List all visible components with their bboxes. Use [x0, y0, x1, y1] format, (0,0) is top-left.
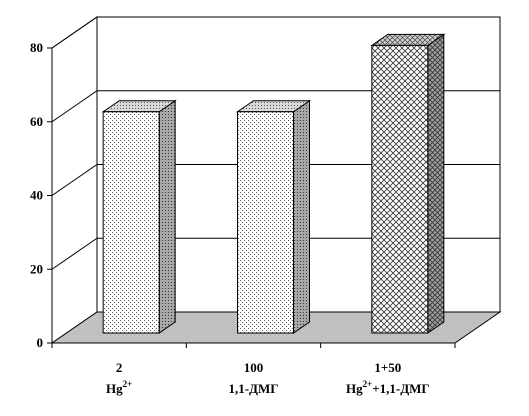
y-tick-label: 40	[30, 188, 43, 203]
gridline	[51, 164, 500, 196]
category-label-name: Hg2+	[106, 379, 132, 396]
gridline	[51, 16, 500, 49]
bar	[370, 33, 446, 334]
category-label-name: Hg2++1,1-ДМГ	[346, 379, 430, 396]
gridline	[51, 90, 500, 123]
gridline	[51, 237, 500, 270]
y-tick-label: 0	[37, 335, 44, 350]
bar-side-face	[427, 33, 445, 334]
category-label-value: 100	[244, 360, 264, 375]
bar	[235, 99, 312, 334]
bar-side-face	[293, 99, 310, 334]
category-label-name: 1,1-ДМГ	[228, 381, 278, 396]
y-tick-label: 60	[30, 114, 43, 129]
bar-front-face	[237, 111, 294, 334]
bar-front-face	[102, 111, 160, 334]
y-tick-label: 20	[30, 261, 43, 276]
bar-side-face	[158, 99, 176, 334]
category-label-value: 1+50	[374, 360, 401, 375]
bar	[101, 99, 177, 334]
category-label-value: 2	[116, 360, 123, 375]
bar-front-face	[371, 44, 429, 334]
y-tick-label: 80	[30, 40, 43, 55]
